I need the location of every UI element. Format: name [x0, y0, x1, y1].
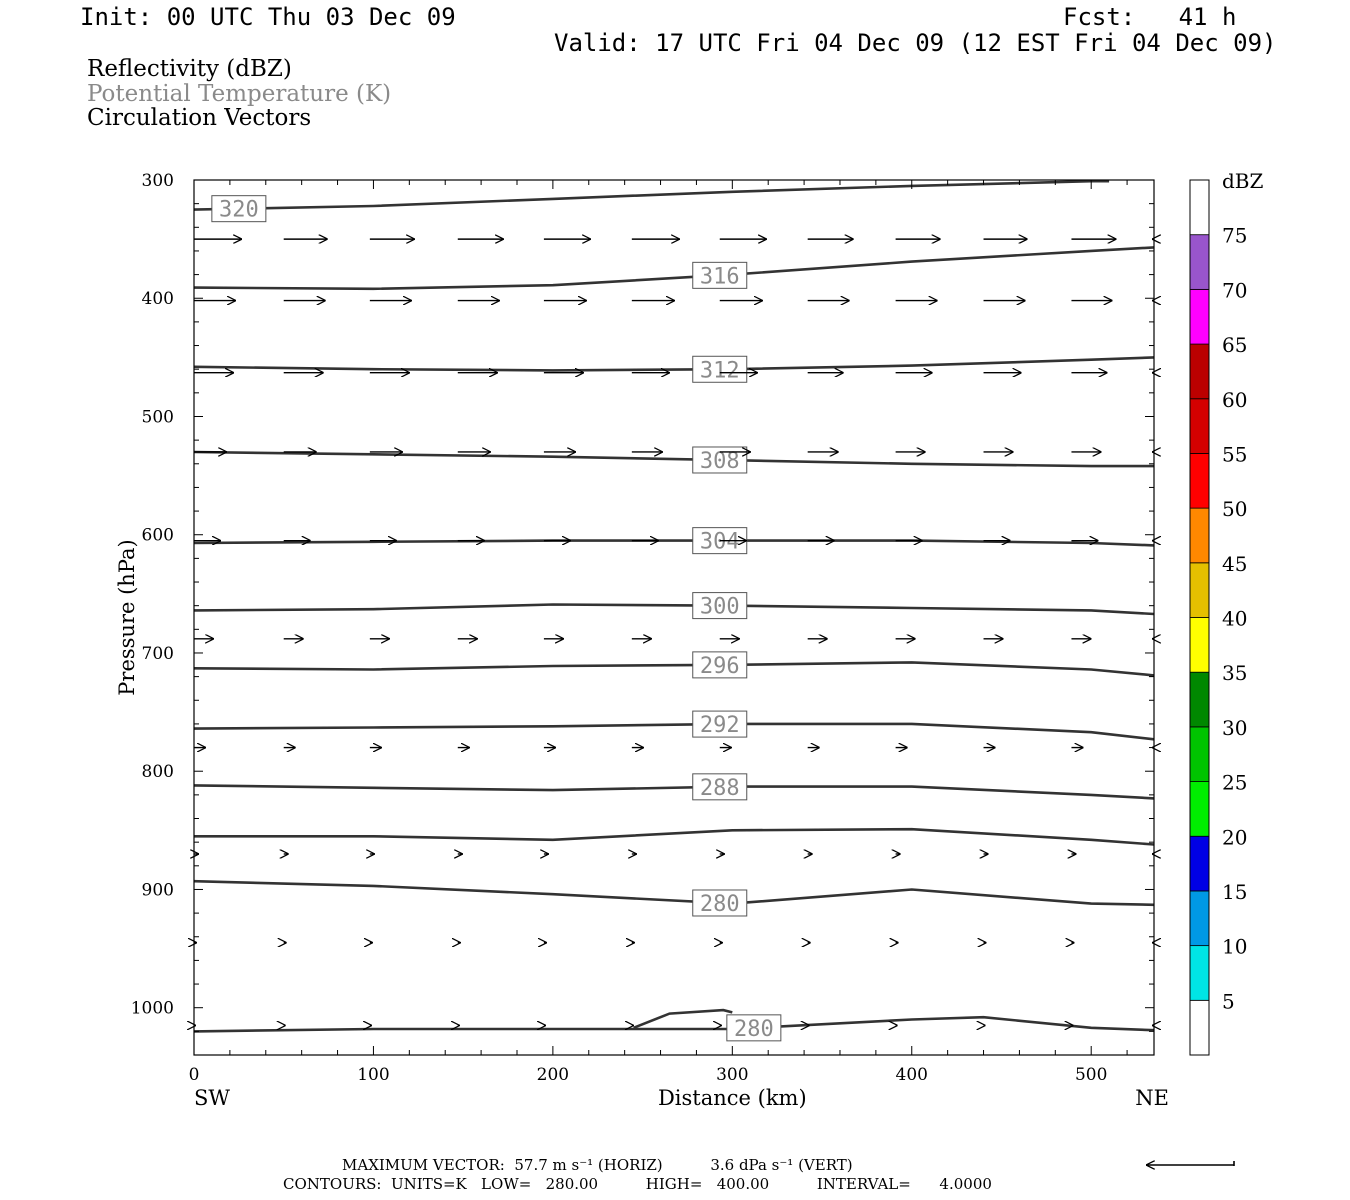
- contours-note: CONTOURS: UNITS=K LOW= 280.00 HIGH= 400.…: [283, 1175, 992, 1193]
- contour-label-box: [692, 889, 748, 917]
- contour-label-box: [692, 355, 748, 383]
- colorbar-title: dBZ: [1222, 169, 1264, 193]
- x-tick-label: 0: [189, 1065, 200, 1085]
- x-tick-label: 100: [357, 1065, 389, 1085]
- y-tick-label: 700: [142, 644, 174, 664]
- x-tick-label: 500: [1075, 1065, 1107, 1085]
- x-tick-label: 300: [716, 1065, 748, 1085]
- colorbar-level-label: 75: [1222, 224, 1247, 248]
- y-tick-label: 400: [142, 289, 174, 309]
- colorbar-bin: [1189, 343, 1210, 400]
- colorbar-frame: [1189, 179, 1210, 1056]
- theta-contour: [193, 1015, 1155, 1033]
- contour-label: 280: [700, 892, 740, 917]
- theta-contour: [633, 1008, 733, 1030]
- theta-contour: [193, 356, 1155, 372]
- circulation-vectors: [194, 239, 1154, 1025]
- valid-time: Valid: 17 UTC Fri 04 Dec 09 (12 EST Fri …: [554, 29, 1277, 57]
- contour-label: 300: [700, 595, 740, 620]
- forecast-hour: Fcst: 41 h: [1063, 3, 1237, 31]
- colorbar-bin: [1189, 288, 1210, 345]
- contour-label: 320: [219, 198, 259, 223]
- contour-label-box: [692, 651, 748, 679]
- contour-label: 312: [700, 358, 740, 383]
- init-time: Init: 00 UTC Thu 03 Dec 09: [80, 3, 456, 31]
- colorbar-bin: [1189, 562, 1210, 618]
- colorbar-level-label: 20: [1222, 825, 1247, 849]
- colorbar-bin: [1189, 234, 1210, 290]
- y-tick-label: 1000: [131, 999, 174, 1019]
- theta-contour: [193, 722, 1155, 741]
- colorbar-bin: [1189, 726, 1210, 782]
- theta-contour: [193, 879, 1155, 907]
- contour-label-box: [692, 773, 748, 801]
- colorbar-level-label: 30: [1222, 716, 1247, 740]
- endpoint-sw: SW: [194, 1086, 230, 1110]
- plot-frame: [193, 179, 1155, 1056]
- y-tick-label: 600: [142, 526, 174, 546]
- field-circulation-vectors: Circulation Vectors: [87, 105, 312, 131]
- colorbar-bin: [1189, 671, 1210, 728]
- colorbar-level-label: 60: [1222, 388, 1247, 412]
- colorbar-bin: [1189, 835, 1210, 892]
- colorbar-level-label: 35: [1222, 661, 1247, 685]
- x-axis-label: Distance (km): [658, 1086, 807, 1110]
- y-tick-label: 500: [142, 407, 174, 427]
- colorbar-level-label: 50: [1222, 497, 1247, 521]
- contour-label-box: [726, 1014, 782, 1042]
- theta-contour: [193, 179, 1110, 211]
- colorbar-level-label: 65: [1222, 333, 1247, 357]
- y-axis-label: Pressure (hPa): [115, 539, 139, 695]
- theta-contour: [193, 450, 1154, 468]
- contour-label-box: [211, 195, 267, 223]
- contour-label: 316: [700, 264, 740, 289]
- contour-label: 292: [700, 713, 740, 738]
- theta-contour: [194, 827, 1155, 846]
- reference-vector: [1146, 1161, 1235, 1166]
- colorbar-bin: [1189, 999, 1210, 1056]
- colorbar-bin: [1189, 890, 1210, 947]
- max-vector-note: MAXIMUM VECTOR: 57.7 m s⁻¹ (HORIZ) 3.6 d…: [342, 1156, 853, 1174]
- theta-contour: [193, 661, 1155, 677]
- contour-label: 280: [734, 1017, 774, 1042]
- theta-contour: [193, 784, 1155, 800]
- contour-label-box: [692, 261, 748, 289]
- colorbar-level-label: 5: [1222, 989, 1235, 1013]
- colorbar-bin: [1189, 617, 1210, 673]
- colorbar-level-label: 40: [1222, 607, 1247, 631]
- contour-label-box: [692, 592, 748, 620]
- colorbar-bin: [1189, 398, 1210, 454]
- contour-label: 288: [700, 776, 740, 801]
- colorbar-bin: [1189, 945, 1210, 1001]
- colorbar-level-label: 55: [1222, 442, 1247, 466]
- colorbar-level-label: 45: [1222, 552, 1247, 576]
- colorbar-level-label: 15: [1222, 880, 1247, 904]
- colorbar-bin: [1189, 179, 1210, 236]
- colorbar-bin: [1189, 507, 1210, 564]
- y-tick-label: 900: [142, 880, 174, 900]
- y-tick-label: 300: [142, 171, 174, 191]
- colorbar-level-label: 70: [1222, 278, 1247, 302]
- colorbar-bin: [1189, 453, 1210, 509]
- field-reflectivity: Reflectivity (dBZ): [87, 56, 292, 82]
- y-tick-label: 800: [142, 762, 174, 782]
- colorbar-level-label: 25: [1222, 771, 1247, 795]
- colorbar-level-label: 10: [1222, 935, 1247, 959]
- x-tick-label: 200: [537, 1065, 569, 1085]
- colorbar: 5 10 15 20 25 30 35 40 45 50 55 60 65 70 75 dBZ: [1189, 169, 1264, 1056]
- endpoint-ne: NE: [1135, 1086, 1169, 1110]
- contour-label-box: [692, 710, 748, 738]
- field-potential-temperature: Potential Temperature (K): [87, 81, 392, 107]
- contour-label: 304: [700, 530, 740, 555]
- theta-contour: [193, 246, 1155, 291]
- contour-label: 308: [700, 449, 740, 474]
- colorbar-bin: [1189, 781, 1210, 837]
- plot-axes: 0 100 200 300 400 500 300 400 500 600 700 800 900 100…: [115, 171, 1169, 1110]
- theta-contours: 320 316 312 308 304 300 296 292 288 280 280: [193, 179, 1155, 1042]
- x-tick-label: 400: [896, 1065, 928, 1085]
- contour-label: 296: [700, 654, 740, 679]
- theta-contour: [193, 603, 1155, 616]
